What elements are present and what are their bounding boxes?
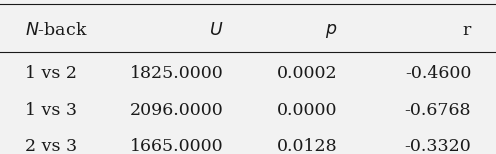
Text: r: r [463,22,471,39]
Text: 1 vs 2: 1 vs 2 [25,65,77,82]
Text: -0.3320: -0.3320 [404,138,471,154]
Text: 2 vs 3: 2 vs 3 [25,138,77,154]
Text: 2096.0000: 2096.0000 [129,102,223,119]
Text: 0.0128: 0.0128 [277,138,337,154]
Text: 1 vs 3: 1 vs 3 [25,102,77,119]
Text: $\it{U}$: $\it{U}$ [209,22,223,39]
Text: $\it{N}$-back: $\it{N}$-back [25,22,87,39]
Text: $\it{p}$: $\it{p}$ [325,22,337,40]
Text: 1825.0000: 1825.0000 [129,65,223,82]
Text: 0.0002: 0.0002 [277,65,337,82]
Text: 1665.0000: 1665.0000 [129,138,223,154]
Text: -0.6768: -0.6768 [405,102,471,119]
Text: 0.0000: 0.0000 [277,102,337,119]
Text: -0.4600: -0.4600 [405,65,471,82]
